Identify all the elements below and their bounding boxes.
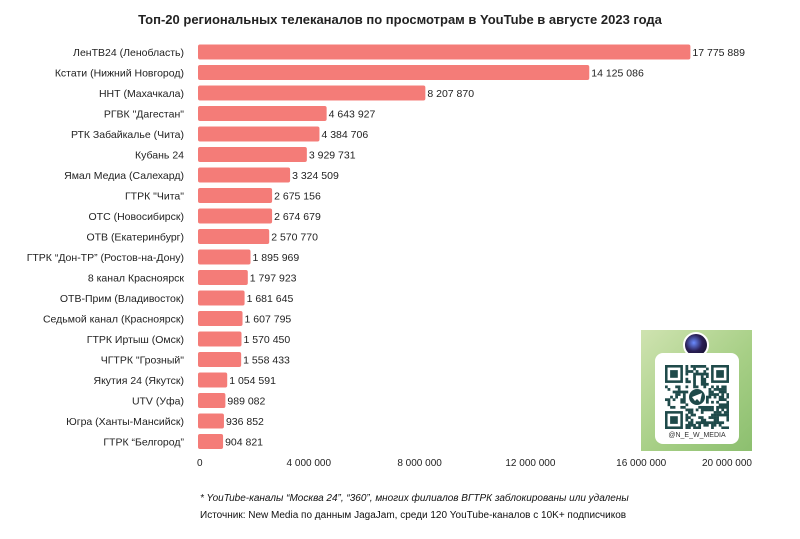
category-label: Якутия 24 (Якутск) [94, 375, 185, 387]
category-label: 8 канал Красноярск [88, 273, 185, 285]
value-label: 1 570 450 [244, 334, 291, 346]
category-label: ОТВ-Прим (Владивосток) [60, 293, 184, 305]
value-label: 14 125 086 [591, 68, 644, 80]
chart-title: Топ-20 региональных телеканалов по просм… [138, 12, 662, 27]
bar [198, 413, 224, 429]
category-label: ГТРК “Белгород” [103, 437, 184, 449]
bar [198, 249, 251, 265]
value-label: 2 674 679 [274, 211, 321, 223]
value-label: 1 607 795 [245, 314, 292, 326]
bar [198, 188, 273, 203]
category-label: UTV (Уфа) [132, 396, 184, 408]
value-label: 17 775 889 [692, 47, 745, 59]
footnote-source: Источник: New Media по данным JagaJam, с… [200, 510, 627, 521]
value-label: 1 797 923 [250, 273, 297, 285]
value-label: 4 384 706 [321, 129, 368, 141]
bar [198, 434, 224, 449]
qr-panel: @N_E_W_MEDIA [655, 353, 739, 444]
category-label: ОТС (Новосибирск) [89, 211, 184, 223]
bar [198, 270, 248, 285]
bar [198, 208, 273, 224]
category-label: Ямал Медиа (Салехард) [64, 170, 184, 182]
bar [198, 147, 307, 162]
qr-card[interactable]: @N_E_W_MEDIA [641, 330, 752, 451]
x-tick-label: 0 [197, 458, 203, 469]
value-label: 2 570 770 [271, 232, 318, 244]
value-label: 2 675 156 [274, 191, 321, 203]
value-label: 4 643 927 [329, 109, 376, 121]
bar [198, 65, 590, 80]
category-label: Кубань 24 [135, 150, 184, 162]
category-label: Югра (Ханты-Мансийск) [66, 416, 184, 428]
qr-handle: @N_E_W_MEDIA [668, 432, 726, 439]
value-label: 1 895 969 [253, 252, 300, 264]
category-label: Кстати (Нижний Новгород) [55, 68, 184, 80]
bar [198, 167, 291, 183]
bar [198, 106, 327, 121]
category-label: ГТРК "Чита" [125, 191, 184, 203]
x-tick-label: 12 000 000 [505, 458, 555, 469]
value-label: 936 852 [226, 416, 264, 428]
footnote-note: * YouTube-каналы “Москва 24”, “360”, мно… [200, 493, 629, 504]
x-tick-label: 16 000 000 [616, 458, 666, 469]
category-label: ГТРК “Дон-ТР” (Ростов-на-Дону) [27, 252, 184, 264]
value-label: 8 207 870 [427, 88, 474, 100]
value-label: 1 054 591 [229, 375, 276, 387]
x-tick-label: 4 000 000 [287, 458, 332, 469]
value-label: 1 681 645 [247, 293, 294, 305]
category-label: Седьмой канал (Красноярск) [43, 314, 184, 326]
value-label: 1 558 433 [243, 355, 290, 367]
bar [198, 44, 691, 60]
x-tick-label: 20 000 000 [702, 458, 752, 469]
bar [198, 126, 320, 142]
bar [198, 372, 228, 388]
value-label: 3 929 731 [309, 150, 356, 162]
value-label: 904 821 [225, 437, 263, 449]
bar [198, 290, 245, 306]
qr-code-icon [665, 365, 729, 429]
category-label: РТК Забайкалье (Чита) [71, 129, 184, 141]
category-label: ОТВ (Екатеринбург) [86, 232, 184, 244]
bar [198, 352, 242, 367]
bar [198, 229, 270, 244]
bar [198, 311, 243, 326]
bar [198, 85, 426, 101]
category-label: ГТРК Иртыш (Омск) [87, 334, 184, 346]
category-label: ЛенТВ24 (Ленобласть) [73, 47, 184, 59]
bar [198, 331, 242, 347]
category-label: ЧГТРК "Грозный" [101, 355, 185, 367]
category-label: ННТ (Махачкала) [99, 88, 184, 100]
category-label: РГВК "Дагестан" [104, 109, 184, 121]
bar [198, 393, 226, 408]
x-tick-label: 8 000 000 [397, 458, 442, 469]
value-label: 989 082 [227, 396, 265, 408]
value-label: 3 324 509 [292, 170, 339, 182]
